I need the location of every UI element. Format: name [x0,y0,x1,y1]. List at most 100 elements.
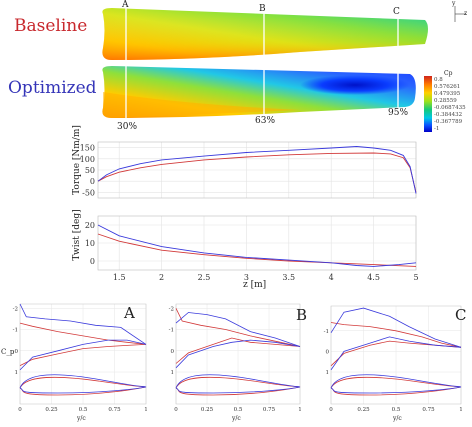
optimized-airfoil-section [19,374,147,394]
y-tick-label: 150 [80,144,95,153]
x-tick-label: 5 [413,273,418,282]
cp-chart-b: -2 -1 0 1 0 0.25 0.5 0.75 1 [169,303,302,413]
cp-chart-a: -2 -1 0 1 0 0.25 0.5 0.75 1 [13,303,148,413]
colorbar-title: Cp [444,70,453,77]
plot-frame [97,141,417,199]
baseline-cp-pressure-line [19,344,147,366]
axis-y-glyph: y [452,0,456,7]
x-tick-label: 1.5 [113,273,126,282]
x-tick-label: 4.5 [367,273,380,282]
x-tick-label: 0.5 [392,407,401,413]
colorbar-tick: -0.384432 [434,112,463,118]
panel-c-letter: C [455,306,467,324]
cp-b-xlabel: y/c [232,415,241,422]
x-tick-label: 4 [329,273,334,282]
baseline-cp-pressure-line [175,337,301,364]
y-tick-label: -1 [169,328,174,334]
y-tick-label: -2 [13,306,18,312]
twist-chart: 20 10 0 1.5 2 2.5 3 3.5 4 4.5 5 [85,215,419,282]
cp-chart-c: -1 0 1 0 0.25 0.5 0.75 1 [324,305,463,413]
y-tick-label: 0 [90,177,95,186]
x-tick-label: 0.75 [108,407,121,413]
baseline-series-line [97,233,417,267]
y-tick-label: 0 [90,257,95,266]
y-tick-label: -2 [169,306,174,312]
y-tick-label: -50 [82,188,95,197]
plot-frame [19,303,147,405]
percent-95-label: 95% [388,108,409,118]
y-tick-label: 0 [15,349,19,355]
x-tick-label: 3.5 [282,273,295,282]
x-tick-label: 0.25 [45,407,58,413]
twist-xlabel: z [m] [243,280,267,290]
percent-30-label: 30% [117,122,138,132]
y-tick-label: 1 [15,370,19,376]
colorbar-tick: -1 [434,126,440,132]
panel-b-letter: B [296,306,308,324]
optimized-cp-suction-line [175,312,301,347]
station-b-label: B [259,4,266,14]
x-tick-label: 0.75 [263,407,276,413]
x-tick-label: 0.25 [201,407,214,413]
cp-a-xlabel: y/c [77,415,86,422]
colorbar-tick: -0.0687435 [434,105,466,111]
colorbar-tick: 0.8 [434,77,443,83]
y-tick-label: 0 [326,349,330,355]
y-tick-label: 100 [80,155,95,164]
optimized-cp-suction-line [19,303,147,345]
optimized-cp-pressure-line [175,339,301,369]
x-tick-label: 0 [329,407,333,413]
x-tick-label: 2.5 [198,273,211,282]
baseline-cp-suction-line [19,322,147,345]
baseline-series-line [97,152,417,193]
colorbar-tick: -0.367789 [434,119,463,125]
baseline-label: Baseline [14,16,88,36]
x-tick-label: 0 [18,407,22,413]
y-tick-label: 0 [171,349,175,355]
twist-ylabel: Twist [deg] [72,209,82,261]
optimized-cp-pressure-line [330,336,462,371]
panel-a-letter: A [124,304,135,322]
colorbar-tick: 0.28559 [434,98,457,104]
x-tick-label: 0 [174,407,178,413]
y-tick-label: 1 [171,370,175,376]
optimized-cp-suction-line [330,307,462,348]
y-tick-label: 1 [326,370,330,376]
optimized-series-line [97,224,417,267]
optimized-cp-pressure-line [19,339,147,371]
station-a-label: A [122,0,129,10]
y-tick-label: 50 [85,166,95,175]
optimized-airfoil-section [330,374,462,394]
x-tick-label: 1 [298,407,302,413]
y-tick-label: 10 [85,239,95,248]
y-tick-label: -1 [324,329,329,335]
station-c-label: C [393,7,400,17]
percent-63-label: 63% [255,116,276,126]
plot-frame [175,303,301,405]
optimized-label: Optimized [8,78,97,98]
x-tick-label: 3 [244,273,249,282]
x-tick-label: 0.75 [422,407,435,413]
x-tick-label: 2 [159,273,164,282]
baseline-cp-suction-line [330,322,462,348]
cp-a-ylabel: C_p [1,348,15,356]
optimized-airfoil-section [175,374,301,394]
y-tick-label: 20 [85,221,95,230]
torque-chart: 150 100 50 0 -50 [80,141,417,199]
cp-c-xlabel: y/c [393,415,402,422]
y-tick-label: -1 [13,328,18,334]
optimized-series-line [97,146,417,194]
x-tick-label: 1 [459,407,463,413]
colorbar-tick: 0.479395 [434,91,461,97]
x-tick-label: 0.5 [79,407,88,413]
colorbar-tick: 0.576261 [434,84,461,90]
x-tick-label: 0.25 [357,407,370,413]
plot-frame [97,215,417,271]
x-tick-label: 1 [144,407,148,413]
x-tick-label: 0.5 [234,407,243,413]
plot-frame [330,305,462,405]
torque-ylabel: Torque [Nm/m] [72,125,82,195]
baseline-cp-suction-line [175,308,301,347]
axis-z-glyph: z [464,10,468,17]
